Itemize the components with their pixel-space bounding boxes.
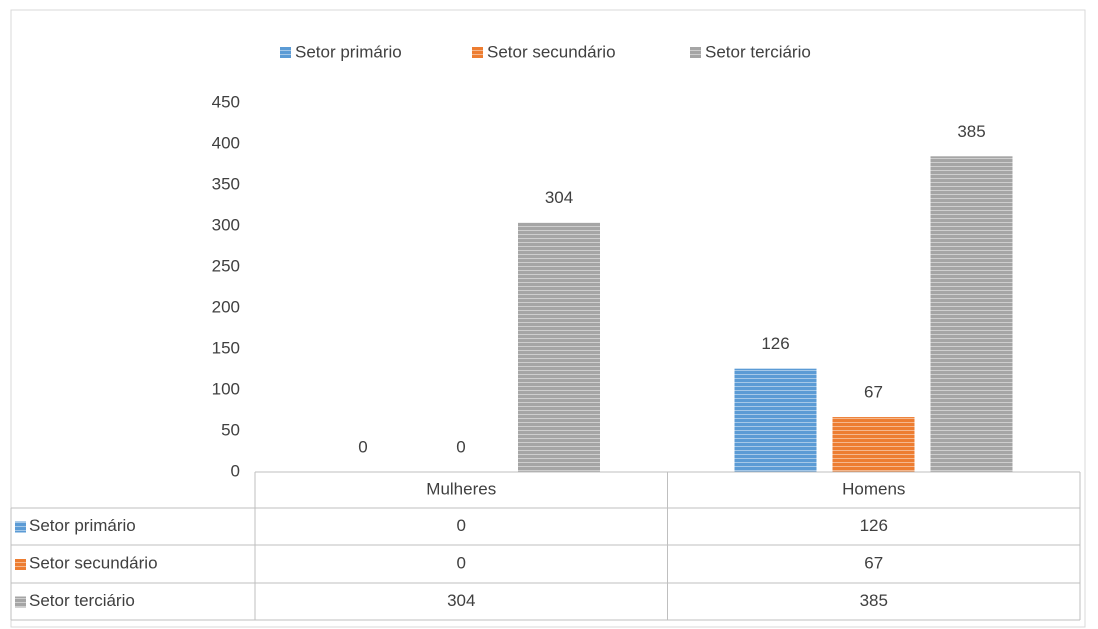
legend-swatch bbox=[472, 47, 483, 58]
table-cell: 385 bbox=[860, 591, 888, 610]
y-tick-label: 150 bbox=[212, 338, 240, 357]
legend-label: Setor secundário bbox=[487, 42, 616, 61]
legend-swatch bbox=[280, 47, 291, 58]
table-legend-swatch bbox=[15, 559, 26, 570]
data-label: 0 bbox=[358, 437, 367, 456]
table-cell: 304 bbox=[447, 591, 475, 610]
y-tick-label: 400 bbox=[212, 133, 240, 152]
data-label: 67 bbox=[864, 383, 883, 402]
y-tick-label: 300 bbox=[212, 215, 240, 234]
data-label: 304 bbox=[545, 188, 573, 207]
table-row-label: Setor secundário bbox=[29, 553, 158, 572]
y-tick-label: 0 bbox=[231, 461, 240, 480]
y-tick-label: 250 bbox=[212, 256, 240, 275]
data-label: 126 bbox=[761, 334, 789, 353]
table-cell: 126 bbox=[860, 516, 888, 535]
table-row-label: Setor primário bbox=[29, 516, 136, 535]
bar bbox=[734, 368, 817, 472]
table-cell: 67 bbox=[864, 553, 883, 572]
data-label: 0 bbox=[456, 437, 465, 456]
table-row-label: Setor terciário bbox=[29, 591, 135, 610]
table-legend-swatch bbox=[15, 596, 26, 608]
legend-label: Setor primário bbox=[295, 42, 402, 61]
y-tick-label: 200 bbox=[212, 297, 240, 316]
table-cell: 0 bbox=[457, 553, 466, 572]
y-tick-label: 50 bbox=[221, 420, 240, 439]
table-cell: 0 bbox=[457, 516, 466, 535]
table-legend-swatch bbox=[15, 521, 26, 533]
bar bbox=[518, 222, 600, 472]
data-label: 385 bbox=[957, 122, 985, 141]
x-tick-label: Homens bbox=[842, 479, 905, 498]
bar bbox=[930, 156, 1013, 473]
x-tick-label: Mulheres bbox=[426, 479, 496, 498]
legend-swatch bbox=[690, 47, 701, 58]
y-tick-label: 100 bbox=[212, 379, 240, 398]
bar bbox=[832, 417, 915, 472]
y-tick-label: 450 bbox=[212, 92, 240, 111]
y-tick-label: 350 bbox=[212, 174, 240, 193]
legend-label: Setor terciário bbox=[705, 42, 811, 61]
